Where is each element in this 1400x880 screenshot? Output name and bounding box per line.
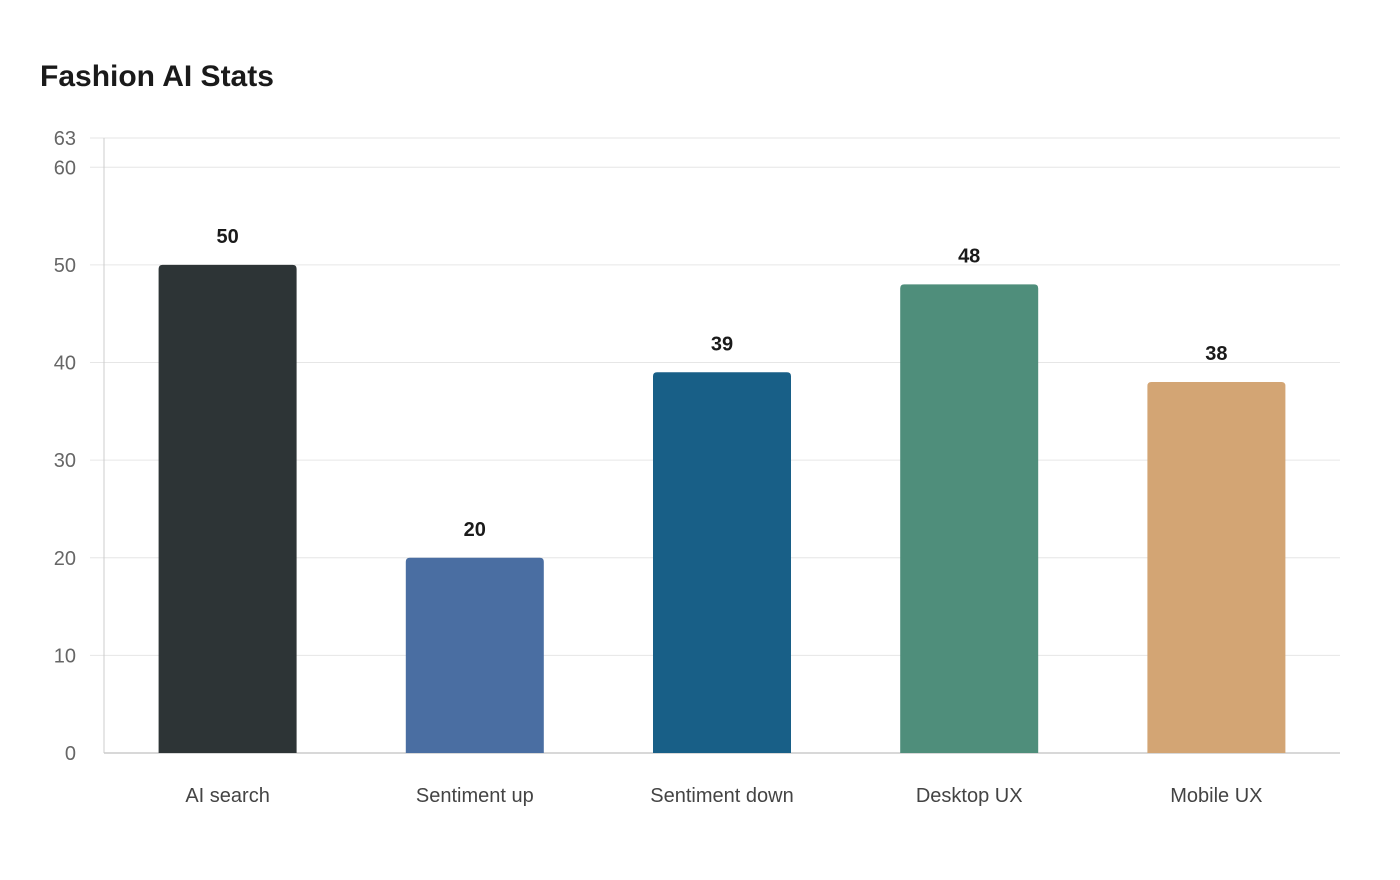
bar-sentiment-up xyxy=(405,557,544,753)
bar-desktop-ux xyxy=(900,284,1039,753)
value-label: 39 xyxy=(711,333,733,355)
x-tick-label: AI search xyxy=(185,785,269,807)
y-tick-label: 60 xyxy=(54,157,76,179)
bar-ai-search xyxy=(158,264,297,753)
x-tick-label: Sentiment up xyxy=(416,785,534,807)
value-label: 48 xyxy=(958,245,980,267)
chart-title: Fashion AI Stats xyxy=(40,60,274,93)
y-tick-label: 10 xyxy=(54,645,76,667)
y-tick-label: 40 xyxy=(54,353,76,375)
bar-sentiment-down xyxy=(653,372,791,753)
y-tick-label: 0 xyxy=(65,743,76,765)
bar-mobile-ux xyxy=(1147,382,1286,753)
value-label: 20 xyxy=(464,519,486,541)
y-tick-label: 50 xyxy=(54,255,76,277)
x-tick-labels: AI search Sentiment up Sentiment down Deskt… xyxy=(185,785,1262,807)
y-tick-labels: 0 10 20 30 40 50 60 63 xyxy=(54,128,76,765)
value-label: 50 xyxy=(216,226,238,248)
y-tick-label: 63 xyxy=(54,128,76,150)
bars xyxy=(158,264,1286,753)
x-tick-label: Desktop UX xyxy=(916,785,1023,807)
x-tick-label: Mobile UX xyxy=(1170,785,1262,807)
y-tick-label: 30 xyxy=(54,450,76,472)
x-tick-label: Sentiment down xyxy=(650,785,793,807)
value-label: 38 xyxy=(1205,343,1227,365)
value-labels: 50 20 39 48 38 xyxy=(216,226,1227,541)
y-tick-label: 20 xyxy=(54,548,76,570)
